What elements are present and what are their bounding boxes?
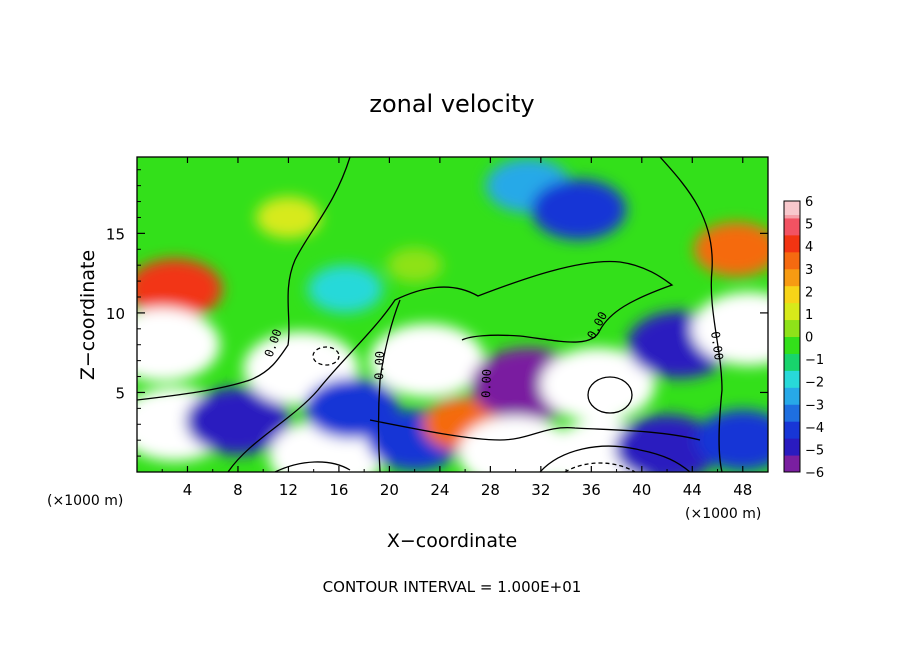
x-tick-label: 32 [531,481,550,499]
field-feature [614,414,720,472]
x-tick-label: 12 [279,481,298,499]
colorbar-tick-label: −1 [805,353,824,368]
colorbar-band [784,421,800,439]
contour-loop-center [587,376,633,414]
contour-line-mid [377,299,401,472]
x-tick-label: 28 [481,481,500,499]
colorbar-tick-label: 0 [805,331,813,346]
y-axis: 5 10 15 [106,169,768,457]
x-unit-right: (×1000 m) [685,506,761,522]
field-feature [695,409,768,471]
contour-line-right [659,157,723,472]
colorbar-band [784,455,800,473]
field-feature [185,387,291,455]
colorbar-tick-label: 2 [805,285,813,300]
contour-line-left [137,157,351,401]
colorbar-tick-label: 1 [805,308,813,323]
field-feature [387,247,443,283]
contour-loop-bottom [274,461,351,472]
contour-line-lower-right [539,445,691,472]
contour-loop-dashed [312,346,340,366]
colorbar-band [784,319,800,337]
x-tick-label: 44 [683,481,702,499]
colorbar-band [784,336,800,354]
contour-line-upper [227,260,674,472]
x-tick-label: 48 [733,481,752,499]
colorbar-tick-label: 3 [805,263,813,278]
colorbar-tick-label: 4 [805,240,813,255]
field-feature [531,179,627,240]
colorbar-tick-label: 5 [805,218,813,233]
contour-label: 0.00 [372,351,387,380]
x-tick-label: 24 [430,481,449,499]
colorbar-band [784,387,800,405]
field-feature [307,265,383,314]
x-tick-label: 4 [183,481,193,499]
field-feature [369,323,485,398]
colorbar-band [784,404,800,422]
colorbar-band [784,370,800,388]
field-feature [137,307,220,382]
colorbar-tick-label: −2 [805,376,824,391]
x-axis: 4 8 12 16 20 24 28 32 36 40 44 48 [161,157,752,499]
x-tick-label: 8 [233,481,243,499]
contour-label: 0.00 [479,369,494,398]
field-feature [137,258,223,320]
y-tick-label: 10 [106,305,125,323]
colorbar-band [784,217,800,236]
plot-frame [136,156,769,473]
colorbar-band [784,268,800,287]
colorbar-frame [783,200,801,473]
velocity-field [137,158,768,472]
colorbar-band [784,353,800,371]
field-feature [691,292,768,366]
x-tick-label: 36 [582,481,601,499]
colorbar-tick-label: −4 [805,421,824,436]
x-axis-label: X−coordinate [387,530,517,552]
y-tick-label: 5 [115,384,125,402]
contour-label: 0.00 [708,330,726,361]
chart-title: zonal velocity [369,90,534,118]
x-tick-label: 16 [329,481,348,499]
contour-line-bottom [369,419,701,441]
colorbar-band [784,251,800,270]
colorbar-band [784,285,800,304]
colorbar-band [784,201,800,215]
field-feature [458,416,574,472]
colorbar-band [784,438,800,456]
colorbar-band [784,302,800,321]
colorbar: 6 5 4 3 2 1 0 −1 −2 −3 −4 −5 −6 [783,195,824,481]
colorbar-tick-label: −6 [805,466,824,481]
y-tick-label: 15 [106,225,125,243]
colorbar-tick-label: −3 [805,398,824,413]
zero-contours [137,157,723,472]
colorbar-band [784,234,800,253]
plot-area: 0.00 0.00 0.00 0.00 0.00 [137,157,768,472]
colorbar-tick-label: −5 [805,443,824,458]
colorbar-tick-label: 6 [805,195,813,210]
x-unit-left: (×1000 m) [47,493,123,509]
field-feature [540,347,656,422]
contour-loop-dashed-bottom [564,462,636,472]
contour-interval-note: CONTOUR INTERVAL = 1.000E+01 [323,578,582,596]
field-feature [255,196,321,239]
x-tick-label: 20 [380,481,399,499]
y-axis-label: Z−coordinate [77,250,99,380]
field-feature [693,222,768,277]
x-tick-label: 40 [632,481,651,499]
